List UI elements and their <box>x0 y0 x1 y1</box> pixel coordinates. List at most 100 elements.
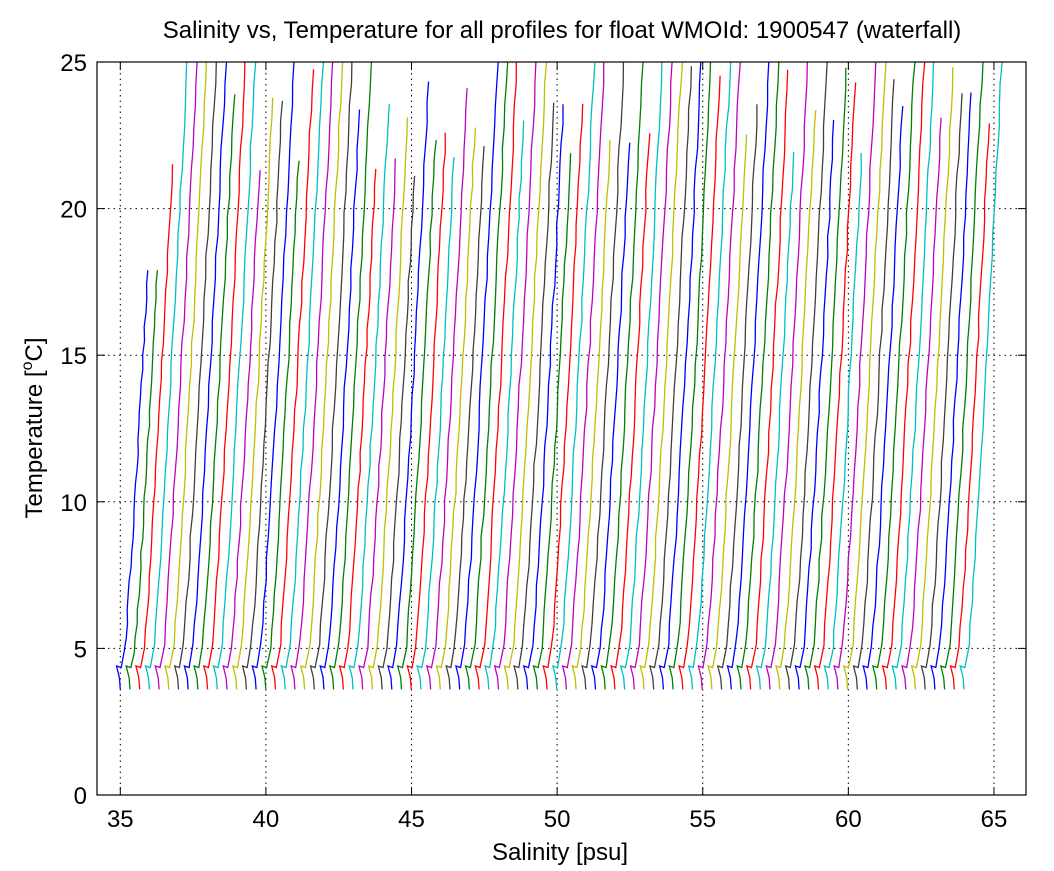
profile-line <box>328 61 373 690</box>
profile-line <box>920 93 963 690</box>
y-tick-label: 20 <box>60 197 87 224</box>
profile-line <box>241 100 284 690</box>
profile-line <box>358 158 396 690</box>
profile-line <box>396 139 437 690</box>
y-axis-label-suffix: C] <box>21 338 48 362</box>
profile-line <box>668 61 712 690</box>
plot-frame <box>96 61 1027 796</box>
y-axis-label-prefix: Temperature [ <box>21 370 48 518</box>
y-tick-label: 25 <box>60 50 87 77</box>
x-tick-label: 55 <box>689 806 716 833</box>
profile-line <box>144 61 188 690</box>
profile-line <box>852 79 895 690</box>
profile-line <box>794 119 835 690</box>
x-tick-label: 60 <box>835 806 862 833</box>
profile-line <box>833 61 877 690</box>
profile-line <box>125 270 159 690</box>
profile-line <box>367 117 409 690</box>
profile-line <box>338 168 377 690</box>
x-tick-label: 40 <box>253 806 280 833</box>
profile-line <box>949 123 991 690</box>
profile-line <box>775 110 817 690</box>
profile-line <box>222 170 261 690</box>
profile-line <box>464 61 509 690</box>
profile-line <box>784 61 828 690</box>
axis-ticks: 35 40 45 50 55 60 65 0 5 10 15 20 25 <box>60 50 1026 833</box>
profile-line <box>910 67 954 690</box>
profile-line <box>959 61 1003 690</box>
profile-line <box>542 103 584 690</box>
profile-line <box>202 61 246 690</box>
profile-line <box>513 102 555 690</box>
profile-line <box>881 61 926 690</box>
chart-title: Salinity vs, Temperature for all profile… <box>163 17 962 44</box>
profile-line <box>474 61 517 690</box>
profile-line <box>804 67 847 690</box>
profile-line <box>522 104 564 690</box>
profile-line <box>261 160 300 690</box>
profile-line <box>891 61 935 690</box>
profile-line <box>600 61 644 690</box>
y-tick-label: 0 <box>74 783 87 810</box>
profile-line <box>348 104 390 690</box>
profile-line <box>823 152 862 690</box>
profile-line <box>639 61 684 690</box>
profile-line <box>280 61 325 690</box>
profile-line <box>765 61 808 690</box>
profile-line <box>581 61 625 690</box>
y-axis-label-superscript: o <box>19 361 36 370</box>
profile-line <box>648 66 692 690</box>
x-tick-label: 35 <box>107 806 134 833</box>
profile-line <box>532 153 572 690</box>
profile-line <box>319 109 361 690</box>
profile-line <box>726 61 770 690</box>
profile-line <box>697 61 741 690</box>
profile-line <box>183 61 228 690</box>
profile-line <box>270 69 315 690</box>
x-tick-label: 50 <box>544 806 571 833</box>
profile-line <box>716 104 758 690</box>
profile-line <box>154 61 198 690</box>
profile-line <box>842 61 887 690</box>
profile-line <box>551 62 596 690</box>
profile-line <box>445 146 485 690</box>
profile-line <box>687 61 732 690</box>
profile-line <box>115 270 149 690</box>
x-axis-label: Salinity [psu] <box>492 839 628 866</box>
profile-line <box>387 81 430 690</box>
profile-line <box>406 132 446 690</box>
profile-line <box>416 157 455 690</box>
profile-line <box>134 164 174 690</box>
profile-line <box>610 133 651 690</box>
profile-line <box>561 62 605 690</box>
profile-line <box>164 61 208 690</box>
x-tick-label: 65 <box>981 806 1008 833</box>
profile-line <box>755 151 795 690</box>
profile-line <box>813 82 857 690</box>
profile-line <box>173 61 217 690</box>
profile-line <box>309 61 353 690</box>
profile-line <box>454 61 499 690</box>
profile-line <box>619 61 663 690</box>
profile-line <box>590 142 631 690</box>
profile-line <box>871 61 916 690</box>
y-tick-label: 15 <box>60 343 87 370</box>
y-tick-label: 10 <box>60 490 87 517</box>
profile-line <box>251 61 295 690</box>
profile-line <box>707 134 748 690</box>
y-tick-label: 5 <box>74 636 87 663</box>
profile-line <box>503 61 548 690</box>
profile-line <box>290 61 334 690</box>
profile-line <box>435 127 476 690</box>
profile-line <box>231 97 274 690</box>
profile-line <box>493 61 537 690</box>
profile-lines <box>115 61 1003 690</box>
profile-line <box>678 75 721 690</box>
profile-line <box>571 140 611 690</box>
y-axis-label: Temperature [oC] <box>19 338 48 519</box>
profile-line <box>901 117 942 690</box>
profile-line <box>193 94 236 690</box>
x-tick-label: 45 <box>398 806 425 833</box>
profile-line <box>930 92 972 690</box>
